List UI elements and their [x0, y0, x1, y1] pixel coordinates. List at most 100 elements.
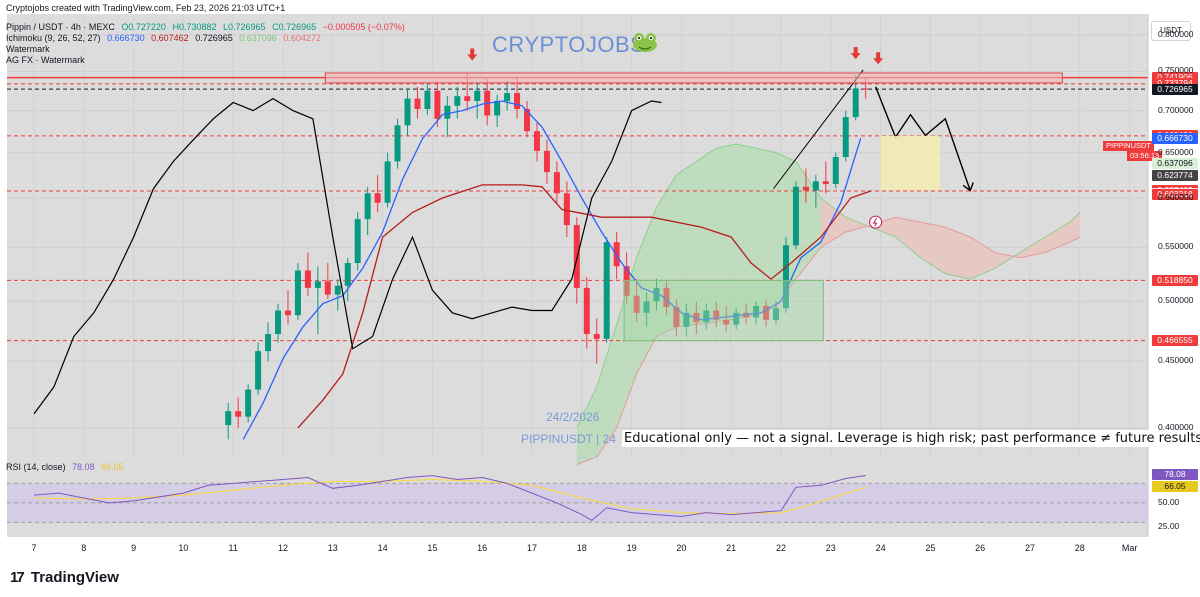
candle-body — [464, 96, 471, 101]
symbol-name[interactable]: Pippin / USDT · 4h · MEXC — [6, 22, 115, 32]
lightning-bolt — [872, 217, 878, 227]
date-tick-label: 23 — [825, 543, 836, 553]
candle-body — [344, 263, 351, 286]
price-tick-label: 0.500000 — [1158, 295, 1194, 306]
candle-body — [444, 105, 451, 119]
candle-body — [324, 281, 331, 295]
candle-body — [384, 161, 391, 203]
candle-body — [265, 334, 272, 352]
candle-body — [245, 389, 252, 417]
date-tick-label: 25 — [925, 543, 936, 553]
candle-body — [294, 270, 301, 316]
candle-body — [514, 93, 521, 109]
ohlc-low: L0.726965 — [223, 22, 266, 32]
ichimoku-lagging-value: 0.726965 — [195, 33, 233, 43]
symbol-legend[interactable]: Pippin / USDT · 4h · MEXC O0.727220 H0.7… — [6, 22, 405, 33]
range-box — [623, 279, 824, 342]
rsi-value: 78.08 — [72, 462, 95, 472]
ichimoku-label[interactable]: Ichimoku (9, 26, 52, 27) — [6, 33, 101, 43]
rsi-line — [33, 475, 866, 522]
rsi-label[interactable]: RSI (14, close) — [6, 462, 66, 472]
candle-body — [275, 310, 282, 335]
candle-body — [225, 411, 232, 426]
date-tick-label: 17 — [526, 543, 538, 553]
ohlc-close: C0.726965 — [272, 22, 317, 32]
date-tick-label: Mar — [1121, 543, 1138, 553]
candle-body — [623, 266, 630, 296]
candle-body — [753, 305, 760, 318]
candle-body — [533, 131, 540, 151]
date-tick-label: 13 — [327, 543, 338, 553]
date-tick-label: 15 — [427, 543, 438, 553]
candle-body — [643, 301, 650, 313]
ohlc-change: −0.000505 (−0.07%) — [322, 22, 405, 32]
projection-arrowhead — [962, 182, 974, 192]
price-tick-label: 0.700000 — [1158, 104, 1194, 115]
candle-body — [354, 219, 361, 264]
ichimoku-cloud-bearish — [820, 198, 1080, 280]
date-tick-label: 20 — [676, 543, 687, 553]
candle-body — [255, 351, 262, 390]
candle-body — [842, 117, 849, 157]
watermark-text: CRYPTOJOBS — [492, 32, 646, 57]
disclaimer-text: Educational only — not a signal. Leverag… — [622, 430, 1200, 447]
rsi-legend[interactable]: RSI (14, close) 78.08 66.05 — [6, 462, 124, 473]
rsi-tick-label: 66.05 — [1152, 481, 1198, 493]
candle-body — [504, 93, 511, 101]
leading-span-b-line — [576, 216, 1081, 465]
rsi-tick-label: 78.08 — [1152, 469, 1198, 481]
created-by-line: Cryptojobs created with TradingView.com,… — [6, 3, 286, 13]
currency-button[interactable]: USDT — [1151, 21, 1191, 41]
candle-body — [822, 181, 829, 184]
candle-body — [812, 181, 819, 191]
ohlc-open: O0.727220 — [121, 22, 166, 32]
date-tick-label: 19 — [626, 543, 637, 553]
candle-body — [733, 312, 740, 325]
candle-body — [593, 334, 600, 339]
ichimoku-conversion-value: 0.666730 — [107, 33, 145, 43]
agfx-legend[interactable]: AG FX · Watermark — [6, 55, 85, 65]
price-label: 0.603218 — [1152, 189, 1198, 201]
tradingview-logo[interactable]: 17 TradingView — [10, 569, 119, 586]
price-tag-countdown: 03:56:13 — [1127, 151, 1163, 161]
candle-body — [852, 88, 859, 118]
candle-body — [792, 186, 799, 246]
rsi-tick-label: 25.00 — [1158, 521, 1180, 532]
date-tick-label: 22 — [775, 543, 787, 553]
candle-body — [683, 312, 690, 327]
price-label: 0.623774 — [1152, 170, 1198, 182]
date-tick-label: 27 — [1024, 543, 1036, 553]
candle-body — [424, 90, 431, 109]
candle-body — [763, 305, 770, 320]
candle-body — [334, 285, 341, 295]
candle-body — [782, 245, 789, 309]
ichimoku-legend[interactable]: Ichimoku (9, 26, 52, 27) 0.666730 0.6074… — [6, 33, 321, 44]
price-tick-label: 0.750000 — [1158, 65, 1194, 76]
rsi-tick-label: 50.00 — [1158, 496, 1180, 507]
watermark-date: 24/2/2026 — [546, 410, 600, 424]
date-tick-label: 14 — [377, 543, 388, 553]
resistance-zone — [324, 72, 1063, 84]
candle-body — [314, 281, 321, 288]
date-tick-label: 12 — [277, 543, 289, 553]
tradingview-logo-icon: 17 — [10, 569, 25, 586]
date-tick-label: 18 — [576, 543, 587, 553]
candle-body — [832, 156, 839, 184]
date-tick-label: 10 — [178, 543, 189, 553]
candle-body — [304, 270, 311, 288]
watermark-legend[interactable]: Watermark — [6, 44, 50, 54]
series-line-lagging — [33, 97, 662, 415]
candle-body — [802, 186, 809, 191]
candle-body — [394, 125, 401, 162]
candle-body — [524, 108, 531, 132]
candle-body — [583, 287, 590, 335]
target-zone — [880, 135, 941, 191]
candle-body — [284, 310, 291, 316]
rsi-ma-value: 66.05 — [101, 462, 124, 472]
ichimoku-span-a-value: 0.637096 — [239, 33, 277, 43]
candle-body — [454, 96, 461, 106]
series-line-conversion — [242, 100, 862, 440]
date-tick-label: 11 — [228, 543, 238, 553]
candle-body — [633, 295, 640, 313]
